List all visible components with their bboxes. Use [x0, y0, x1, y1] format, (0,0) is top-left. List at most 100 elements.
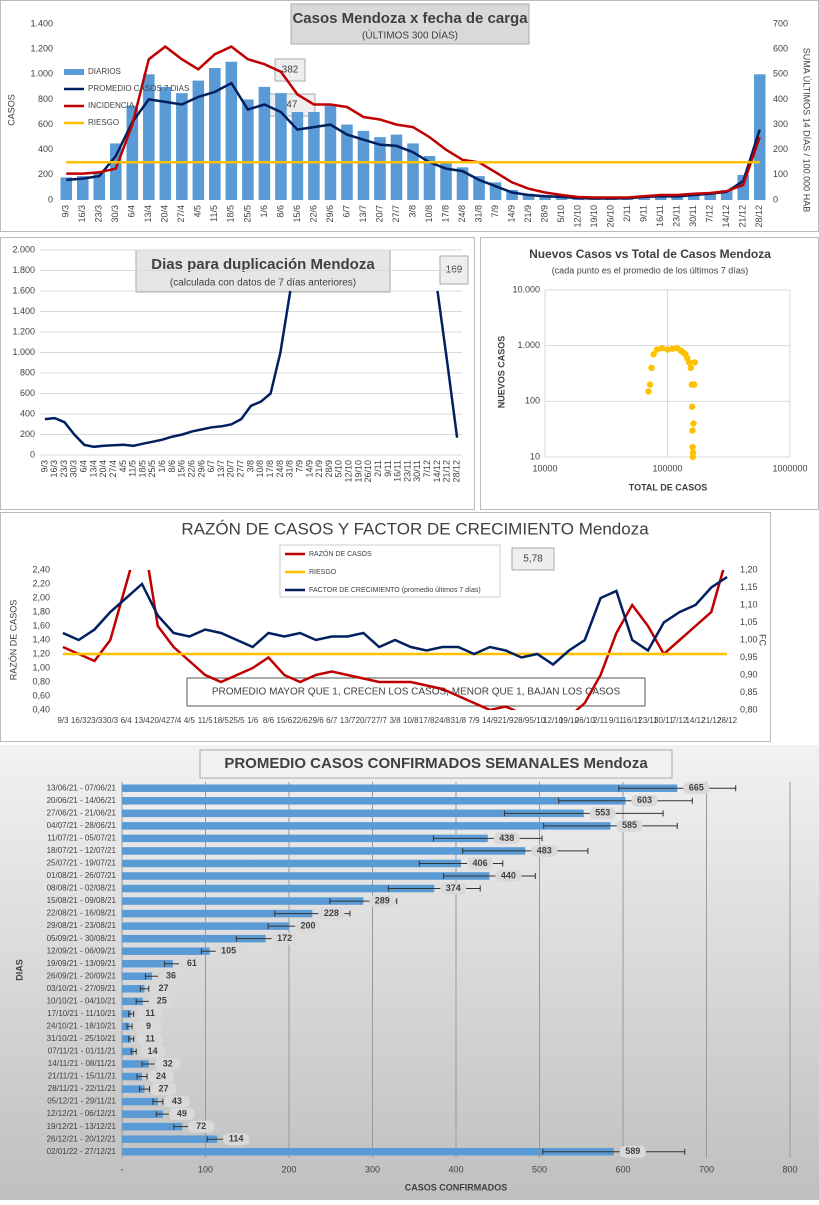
chart-title: RAZÓN DE CASOS Y FACTOR DE CRECIMIENTO M…	[181, 519, 649, 538]
point	[648, 364, 655, 372]
bar	[122, 872, 490, 880]
value-label-box	[154, 1058, 181, 1070]
x-tick-label: 27/7	[391, 205, 401, 223]
tick-label: 0,95	[740, 652, 758, 662]
x-tick-label: 5/10	[530, 716, 546, 725]
x-tick-label: 14/12	[432, 460, 442, 483]
x-tick-label: 30/11	[654, 716, 674, 725]
value-label-box	[148, 995, 175, 1008]
tick-label: 1,10	[740, 599, 758, 609]
error-bar	[543, 822, 678, 829]
bar	[357, 130, 370, 200]
tick-label: 400	[448, 1164, 463, 1174]
y-tick-label: 12/12/21 - 06/12/21	[47, 1109, 117, 1118]
error-bar	[462, 847, 589, 854]
bar	[654, 195, 667, 200]
x-tick-label: 8/6	[275, 205, 285, 218]
value-label: 228	[324, 908, 339, 918]
tick-label: 1.600	[12, 285, 35, 295]
tick-label: 1,00	[32, 662, 50, 672]
y2-axis-label: SUMA ÚLTIMOS 14 DÍAS / 100.000 HAB	[802, 48, 812, 212]
x-tick-label: 21/12	[442, 460, 452, 483]
x-tick-label: 13/7	[340, 716, 356, 725]
tick-label: 300	[773, 119, 788, 129]
bar	[143, 74, 155, 200]
tick-label: 800	[782, 1164, 797, 1174]
bar	[122, 859, 462, 868]
x-tick-label: 28/12	[451, 460, 461, 483]
value-label-box	[467, 857, 494, 870]
bar	[423, 156, 436, 200]
value-label: 36	[166, 971, 176, 981]
y-tick-label: 14/11/21 - 08/11/21	[48, 1059, 117, 1068]
bar	[225, 61, 238, 200]
chart-subtitle: (calculada con datos de 7 días anteriore…	[170, 278, 356, 289]
value-label: 61	[187, 958, 197, 968]
bar	[122, 1135, 218, 1143]
x-tick-label: 11/5	[198, 716, 214, 725]
y-tick-label: 11/07/21 - 05/07/21	[47, 834, 116, 843]
y-tick-label: 27/06/21 - 21/06/21	[47, 808, 117, 817]
tick-label: 1,05	[740, 617, 758, 627]
x-tick-label: 23/3	[94, 205, 104, 223]
bar	[291, 112, 304, 200]
tick-label: 700	[773, 18, 788, 28]
x-tick-label: 11/5	[209, 205, 219, 222]
x-tick-label: 1/6	[157, 460, 167, 473]
value-label: 72	[196, 1121, 206, 1131]
bar	[687, 194, 700, 200]
bar	[122, 947, 210, 955]
x-tick-label: 20/4	[150, 716, 166, 725]
value-label: 585	[622, 820, 637, 830]
value-label: 49	[177, 1109, 187, 1119]
x-tick-label: 13/7	[216, 460, 226, 478]
x-tick-label: 21/9	[314, 460, 324, 478]
x-tick-label: 9/3	[39, 460, 49, 473]
value-label-box	[616, 819, 643, 832]
value-label-box	[589, 807, 616, 820]
y-tick-label: 29/08/21 - 23/08/21	[47, 921, 117, 930]
value-label: 483	[537, 845, 552, 855]
tick-label: 0	[773, 194, 778, 204]
bar	[122, 1097, 158, 1106]
annotation: 247	[281, 100, 298, 111]
point	[669, 345, 676, 352]
value-label-box	[295, 920, 321, 933]
x-tick-label: 3/8	[407, 205, 417, 218]
value-label: 553	[595, 808, 610, 818]
value-label-box	[215, 945, 242, 958]
point	[664, 346, 671, 353]
x-tick-label: 29/6	[325, 205, 335, 223]
tick-label: 0,40	[32, 704, 50, 714]
bar	[122, 822, 611, 830]
note: PROMEDIO MAYOR QUE 1, CRECEN LOS CASOS, …	[212, 687, 621, 698]
bar	[122, 997, 143, 1006]
x-tick-label: 28/12	[717, 716, 738, 725]
y-tick-label: 26/09/21 - 20/09/21	[47, 971, 117, 980]
x-tick-label: 22/6	[186, 460, 196, 478]
x-tick-label: 20/4	[98, 460, 108, 478]
tick-label: 700	[699, 1164, 714, 1174]
x-tick-label: 25/5	[229, 716, 245, 725]
value-label-box	[531, 844, 558, 857]
bar	[506, 189, 518, 200]
x-tick-label: 21/9	[523, 205, 533, 223]
x-tick-label: 9/11	[383, 460, 393, 477]
value-label: 24	[156, 1071, 166, 1081]
x-tick-label: 18/5	[213, 716, 229, 725]
bar	[737, 174, 750, 200]
x-tick-label: 10/8	[403, 716, 419, 725]
x-tick-label: 19/10	[559, 716, 580, 725]
x-tick-label: 18/5	[226, 205, 236, 223]
tick-label: 1,60	[32, 620, 50, 630]
tick-label: 1.800	[12, 265, 35, 275]
error-bar	[139, 985, 150, 992]
value-label: 406	[472, 858, 487, 868]
note-box	[186, 677, 646, 707]
value-label-box	[223, 1133, 250, 1146]
x-tick-label: 20/7	[356, 716, 372, 725]
tick-label: 2.000	[12, 244, 35, 254]
value-label-box	[619, 1145, 646, 1158]
bar	[308, 112, 320, 200]
bar	[122, 884, 435, 893]
